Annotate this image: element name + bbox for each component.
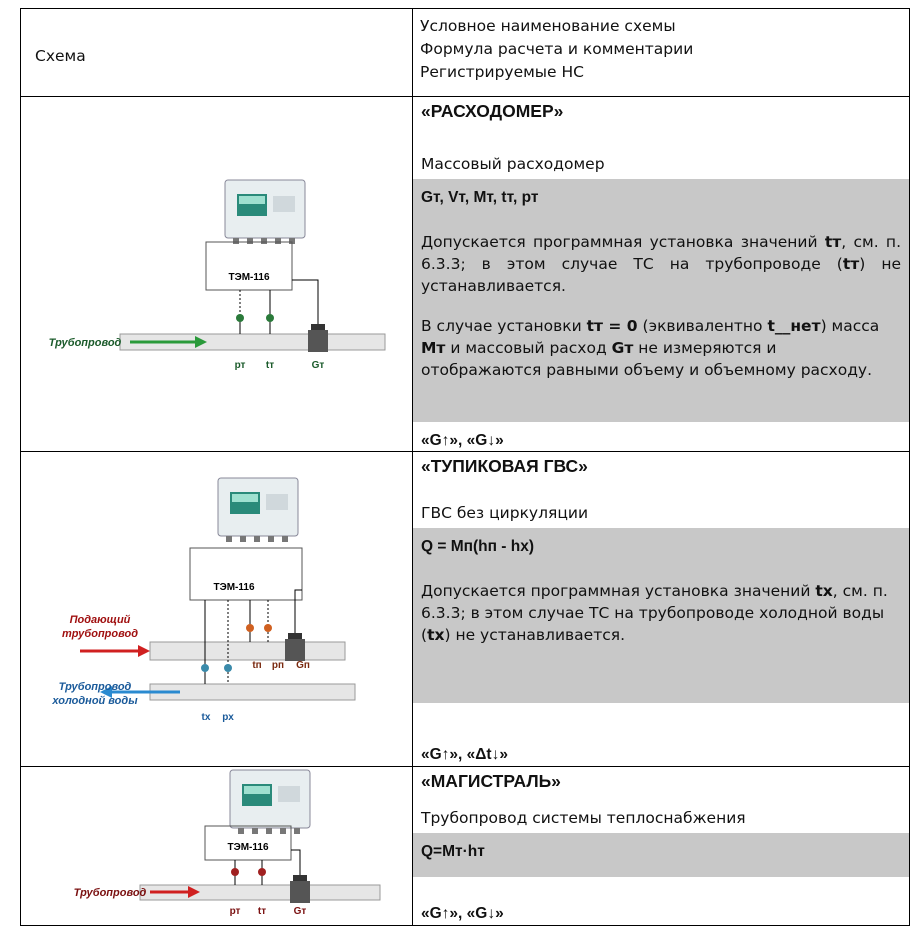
scheme-title: «РАСХОДОМЕР»: [421, 101, 564, 121]
events: «G↑», «Δt↓»: [421, 746, 508, 763]
header-line: Регистрируемые НС: [420, 63, 584, 81]
comment-text: и массовый расход: [445, 339, 612, 357]
block: «G↑», «G↓»: [413, 877, 909, 925]
comment-text: (эквивалентно: [637, 317, 768, 335]
description-cell: «РАСХОДОМЕР» Массовый расходомер Gт, Vт, М…: [412, 96, 910, 452]
scheme-subtitle: Массовый расходомер: [421, 155, 605, 173]
scheme-title: «МАГИСТРАЛЬ»: [421, 771, 561, 791]
header-line: Формула расчета и комментарии: [420, 40, 694, 58]
block: Трубопровод системы теплоснабжения: [413, 801, 909, 833]
comment-text: Допускается программная установка значен…: [421, 582, 816, 600]
comment-text: Gт: [611, 339, 634, 357]
comment-text: tт = 0: [586, 317, 638, 335]
comment-text: tт: [842, 255, 860, 273]
block: «ТУПИКОВАЯ ГВС»: [413, 452, 909, 490]
diagram-cell: [20, 96, 413, 452]
scheme-subtitle: ГВС без циркуляции: [421, 504, 589, 522]
formula-block: Q=Мт·hт: [413, 833, 909, 877]
comment-text: tх: [427, 626, 445, 644]
comment-text: В случае установки: [421, 317, 587, 335]
header-cell: Условное наименование схемы Формула расч…: [412, 8, 910, 97]
events: «G↑», «G↓»: [421, 432, 504, 449]
block: «G↑», «G↓»: [413, 422, 909, 452]
comment-text: tх: [815, 582, 833, 600]
description-cell: «ТУПИКОВАЯ ГВС» ГВС без циркуляции Q = Мп(…: [412, 451, 910, 767]
comment-text: t__нет: [767, 317, 821, 335]
diagram-cell: [20, 766, 413, 926]
comment-text: Мт: [421, 339, 446, 357]
scheme-subtitle: Трубопровод системы теплоснабжения: [421, 809, 746, 827]
comment-text: ) не устанавливается.: [421, 255, 901, 295]
block: «РАСХОДОМЕР»: [413, 97, 909, 137]
scheme-title: «ТУПИКОВАЯ ГВС»: [421, 456, 588, 476]
comment-text: ) не устанавливается.: [444, 626, 625, 644]
header-cell: Схема: [20, 8, 413, 97]
header-line: Условное наименование схемы: [420, 17, 676, 35]
block: ГВС без циркуляции: [413, 490, 909, 528]
diagram-cell: [20, 451, 413, 767]
comment-text: Допускается программная установка значен…: [421, 233, 825, 251]
block: Массовый расходомер: [413, 137, 909, 179]
comment-text: не измеряются и отображаются равными объ…: [421, 339, 873, 379]
formula-block: Q = Мп(hп - hх) Допускается программная у…: [413, 528, 909, 703]
formula: Q = Мп(hп - hх): [421, 538, 535, 555]
description-cell: «МАГИСТРАЛЬ» Трубопровод системы теплосна…: [412, 766, 910, 926]
comment: Допускается программная установка значен…: [421, 231, 901, 297]
formula: Q=Мт·hт: [421, 843, 485, 860]
comment-text: tт: [824, 233, 842, 251]
comment-text: , см. п. 6.3.3; в этом случае ТС на труб…: [421, 233, 901, 273]
block: «МАГИСТРАЛЬ»: [413, 767, 909, 801]
events: «G↑», «G↓»: [421, 905, 504, 922]
comment-text: , см. п. 6.3.3; в этом случае ТС на труб…: [421, 582, 888, 644]
block: «G↑», «Δt↓»: [413, 703, 909, 766]
comment: В случае установки tт = 0 (эквивалентно …: [421, 315, 901, 381]
header-schema: Схема: [35, 47, 86, 65]
comment: Допускается программная установка значен…: [421, 580, 901, 646]
comment-text: ) масса: [820, 317, 880, 335]
formula: Gт, Vт, Мт, tт, рт: [421, 189, 539, 206]
formula-block: Gт, Vт, Мт, tт, рт Допускается программна…: [413, 179, 909, 422]
